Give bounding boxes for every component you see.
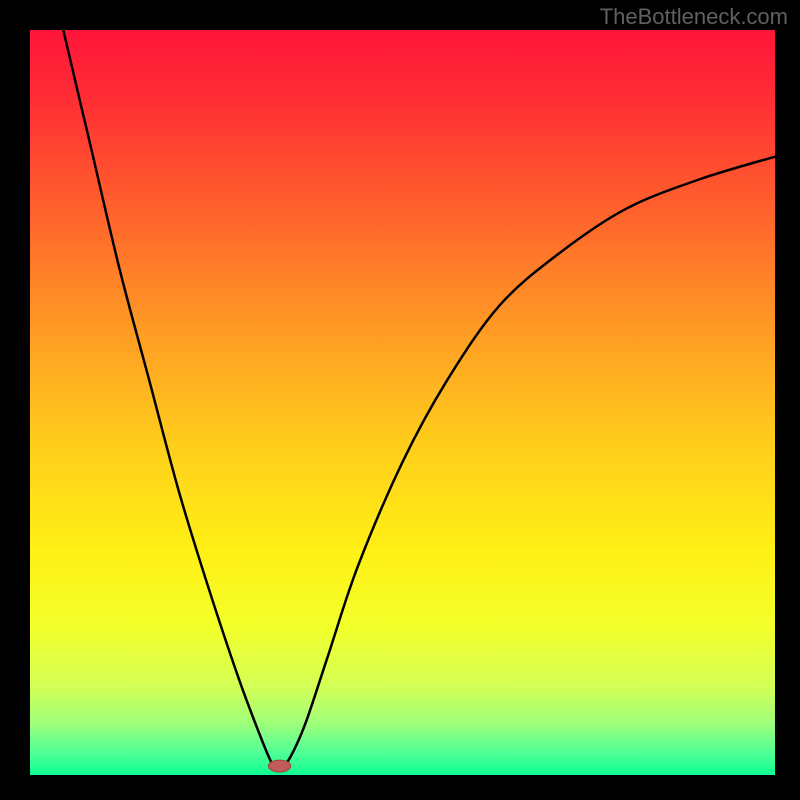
curve-right-branch — [280, 157, 775, 772]
curve-left-branch — [30, 30, 280, 771]
chart-container: TheBottleneck.com — [0, 0, 800, 800]
minimum-marker — [268, 760, 290, 772]
watermark-text: TheBottleneck.com — [600, 4, 788, 30]
curve-overlay — [30, 30, 775, 775]
plot-area — [30, 30, 775, 775]
